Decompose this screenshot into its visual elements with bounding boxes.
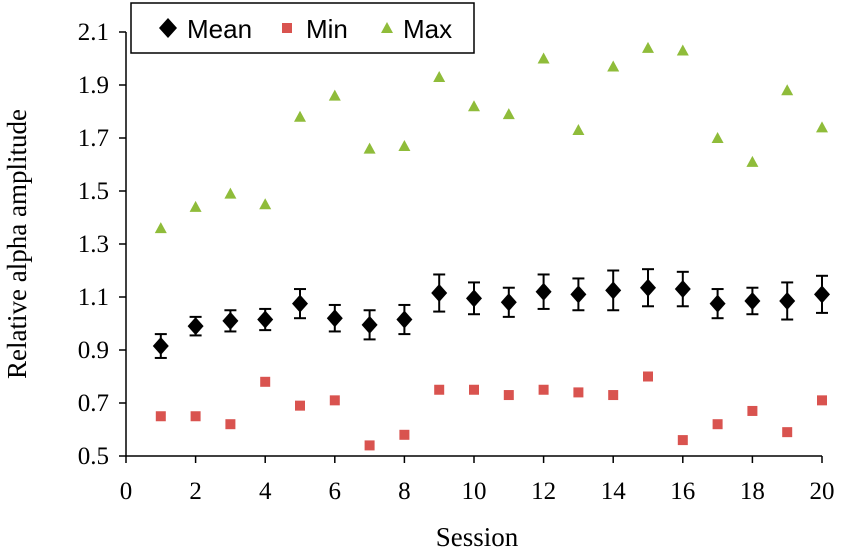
min-point (155, 411, 166, 422)
max-point (398, 139, 411, 151)
mean-point (709, 294, 726, 313)
min-point (677, 435, 688, 446)
mean-point (744, 291, 761, 310)
mean-point (152, 337, 169, 356)
max-point (816, 121, 828, 133)
mean-point (257, 310, 274, 329)
max-point (328, 89, 341, 101)
x-tick-label: 0 (120, 478, 133, 505)
mean-point (466, 289, 482, 308)
max-point (781, 84, 794, 96)
mean-point (640, 278, 656, 297)
max-point (537, 52, 550, 64)
y-tick-label: 1.9 (78, 72, 109, 99)
mean-point (431, 284, 448, 303)
min-point (399, 429, 410, 440)
mean-point (674, 280, 691, 299)
y-tick-label: 0.5 (78, 443, 109, 470)
ticks: 0.5 0.7 0.9 1.1 1.3 1.5 1.7 1.9 2.1 0 2 4 6 8 10 12 14 16… (78, 19, 835, 505)
max-point (189, 200, 202, 212)
x-tick-label: 6 (329, 478, 342, 505)
max-point (572, 124, 585, 136)
mean-point (814, 285, 830, 304)
x-tick-label: 12 (531, 478, 556, 505)
max-point (642, 41, 654, 53)
min-point (225, 419, 236, 430)
max-point (294, 110, 306, 122)
y-tick-label: 0.7 (78, 390, 109, 417)
max-point (711, 132, 724, 143)
x-axis-title: Session (436, 522, 519, 552)
x-tick-label: 18 (740, 478, 765, 505)
y-axis-title: Relative alpha amplitude (2, 109, 32, 379)
mean-point (292, 294, 308, 313)
min-point (643, 371, 653, 382)
min-point (434, 384, 445, 395)
max-point (433, 71, 446, 83)
max-point (468, 100, 480, 112)
mean-point (605, 281, 622, 300)
y-tick-label: 2.1 (78, 19, 109, 46)
min-point (573, 387, 584, 398)
max-point (259, 198, 272, 210)
min-point (190, 411, 201, 422)
max-point (154, 222, 167, 234)
min-point (817, 395, 827, 406)
min-point (364, 440, 375, 451)
legend-max-marker (381, 22, 393, 33)
legend-max-label: Max (403, 14, 452, 44)
x-tick-label: 8 (398, 478, 411, 505)
max-point (224, 187, 237, 199)
mean-point (500, 293, 517, 312)
mean-point (187, 317, 204, 336)
y-tick-label: 1.1 (78, 284, 109, 311)
y-tick-label: 1.5 (78, 178, 109, 205)
max-point (363, 142, 376, 154)
legend-box (130, 2, 475, 54)
x-tick-label: 4 (259, 478, 272, 505)
legend: Mean Min Max (130, 2, 475, 54)
max-point (746, 155, 759, 167)
x-tick-label: 10 (462, 478, 487, 505)
min-point (712, 419, 723, 430)
x-tick-label: 20 (810, 478, 835, 505)
min-point (469, 384, 479, 395)
y-tick-label: 1.3 (78, 231, 109, 258)
mean-point (779, 291, 796, 310)
mean-point (222, 311, 239, 330)
legend-mean-marker (159, 18, 177, 38)
mean-point (570, 285, 587, 304)
mean-point (535, 282, 552, 301)
x-tick-label: 2 (189, 478, 202, 505)
legend-min-label: Min (306, 14, 348, 44)
max-point (676, 44, 689, 56)
min-point (782, 427, 793, 438)
mean-point (396, 310, 413, 329)
min-point (260, 376, 271, 387)
mean-point (361, 315, 378, 334)
min-point (503, 390, 514, 401)
min-point (747, 405, 758, 416)
data-marks (152, 41, 830, 451)
legend-mean-label: Mean (187, 14, 252, 44)
max-point (607, 60, 620, 72)
mean-point (326, 309, 343, 328)
y-tick-label: 0.9 (78, 337, 109, 364)
legend-min-marker (282, 23, 292, 33)
x-tick-label: 14 (601, 478, 627, 505)
min-point (329, 395, 340, 406)
x-tick-label: 16 (670, 478, 695, 505)
min-point (538, 384, 549, 395)
max-point (502, 108, 515, 120)
y-tick-label: 1.7 (78, 125, 109, 152)
min-point (608, 390, 619, 401)
min-point (295, 400, 305, 411)
